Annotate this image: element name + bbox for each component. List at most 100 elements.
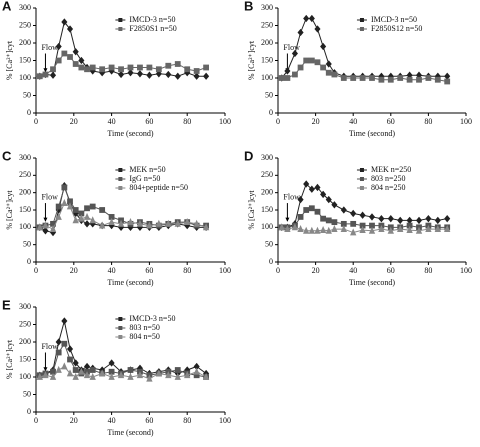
- marker: [292, 71, 298, 78]
- marker: [55, 42, 62, 51]
- marker: [55, 203, 62, 210]
- marker: [36, 372, 43, 380]
- series-line: [39, 185, 207, 228]
- marker: [61, 340, 68, 347]
- marker: [89, 216, 96, 224]
- series-line: [281, 226, 448, 234]
- marker: [314, 59, 321, 66]
- y-tick-label: 150: [19, 205, 31, 214]
- marker: [303, 14, 310, 23]
- y-tick-label: 200: [19, 337, 31, 346]
- marker: [61, 184, 68, 191]
- marker: [78, 214, 85, 222]
- x-tick-label: 60: [145, 416, 153, 425]
- marker: [320, 190, 327, 199]
- marker: [36, 73, 43, 80]
- marker: [331, 219, 338, 226]
- marker: [61, 317, 68, 325]
- legend-swatch: [359, 177, 364, 181]
- arrow-head: [285, 217, 290, 222]
- marker: [359, 211, 366, 219]
- marker: [108, 64, 115, 71]
- y-tick-label: 250: [261, 170, 273, 179]
- marker: [89, 203, 96, 210]
- annotation-text: Flow: [41, 342, 58, 351]
- x-tick-label: 0: [34, 416, 38, 425]
- marker: [155, 369, 163, 377]
- x-tick-label: 100: [460, 117, 472, 126]
- y-tick-label: 100: [261, 73, 273, 82]
- marker: [303, 207, 310, 213]
- marker: [55, 212, 62, 220]
- marker: [203, 72, 210, 80]
- marker: [78, 56, 85, 65]
- marker: [397, 216, 404, 225]
- marker: [425, 214, 432, 223]
- y-tick-label: 200: [19, 38, 31, 47]
- x-tick-label: 80: [183, 416, 191, 425]
- marker: [193, 72, 200, 80]
- marker: [350, 220, 357, 227]
- x-axis-label: Time (second): [107, 129, 153, 138]
- marker: [174, 219, 181, 227]
- marker: [406, 225, 413, 234]
- marker: [67, 54, 73, 60]
- marker: [165, 62, 172, 69]
- marker: [72, 367, 79, 373]
- marker: [136, 371, 144, 379]
- marker: [155, 219, 163, 227]
- marker: [350, 228, 357, 236]
- marker: [61, 362, 68, 370]
- x-tick-label: 60: [387, 266, 395, 275]
- marker: [118, 70, 125, 79]
- x-axis-label: Time (second): [107, 428, 153, 437]
- arrow-head: [43, 68, 48, 73]
- marker: [184, 371, 191, 379]
- marker: [117, 371, 125, 379]
- marker: [202, 223, 210, 231]
- marker: [72, 207, 79, 213]
- marker: [444, 214, 451, 223]
- marker: [108, 359, 115, 367]
- y-tick-label: 0: [269, 108, 273, 117]
- y-tick-label: 50: [23, 239, 31, 248]
- series-line: [39, 342, 207, 378]
- legend-label: 804 n=50: [129, 332, 160, 341]
- y-tick-label: 250: [19, 20, 31, 29]
- marker: [331, 224, 338, 232]
- marker: [42, 227, 49, 235]
- marker: [340, 206, 347, 214]
- marker: [378, 76, 385, 83]
- marker: [397, 75, 404, 81]
- marker: [434, 224, 441, 232]
- marker: [284, 67, 291, 75]
- y-axis-label: % [Ca²⁺]cyt: [5, 40, 14, 80]
- x-axis-label: Time (second): [349, 278, 395, 287]
- annotation-text: Flow: [41, 43, 58, 52]
- marker: [184, 218, 191, 226]
- series-line: [39, 202, 207, 230]
- marker: [99, 207, 106, 213]
- marker: [146, 374, 153, 382]
- legend-label: F2850S12 n=50: [371, 24, 422, 33]
- marker: [72, 216, 79, 224]
- marker: [72, 372, 79, 380]
- marker: [278, 223, 285, 231]
- marker: [444, 78, 451, 85]
- marker: [425, 224, 432, 232]
- legend-label: 803 n=250: [371, 174, 406, 183]
- marker: [297, 64, 304, 71]
- x-tick-label: 0: [276, 117, 280, 126]
- marker: [118, 66, 124, 73]
- marker: [406, 216, 413, 225]
- marker: [136, 219, 144, 227]
- marker: [415, 226, 423, 234]
- marker: [155, 66, 162, 73]
- series-line: [39, 52, 207, 77]
- y-tick-label: 50: [265, 90, 273, 99]
- marker: [136, 70, 143, 78]
- legend-label: IMCD-3 n=50: [129, 314, 175, 323]
- marker: [174, 72, 181, 80]
- marker: [78, 64, 85, 71]
- series-line: [281, 207, 448, 228]
